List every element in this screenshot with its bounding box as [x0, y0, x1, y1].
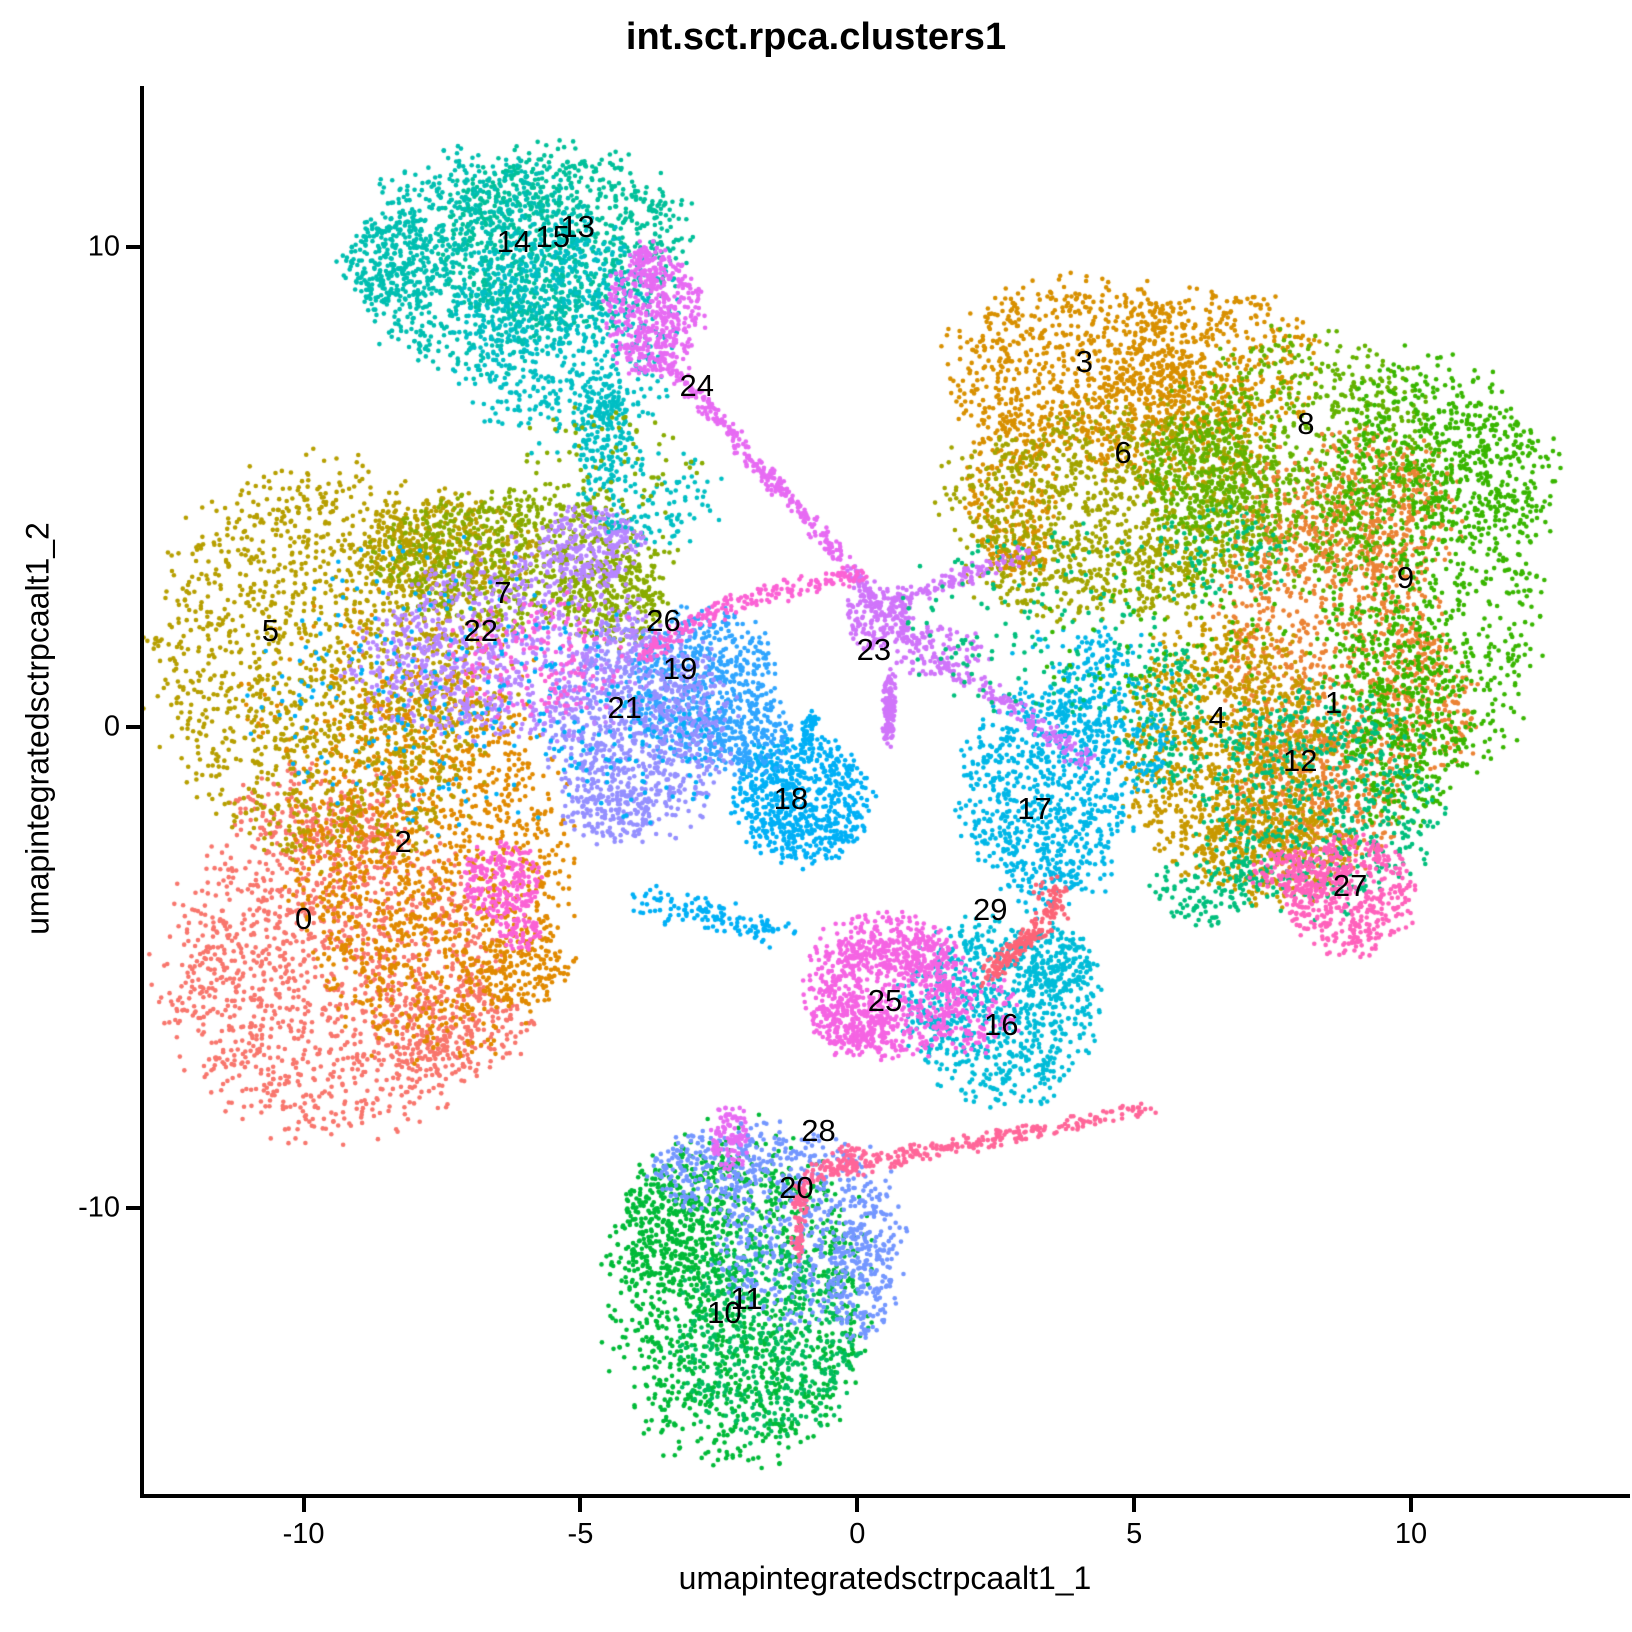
cluster-label-6: 6 — [1114, 435, 1132, 471]
cluster-label-18: 18 — [773, 781, 809, 817]
cluster-label-9: 9 — [1396, 560, 1415, 596]
y-tick-label: -10 — [78, 1191, 120, 1224]
y-axis-title: umapintegratedsctrpcaalt1_2 — [19, 522, 56, 935]
cluster-label-14: 14 — [496, 223, 532, 259]
y-tick-mark — [126, 1205, 140, 1210]
y-axis-line — [140, 86, 144, 1498]
x-tick-label: -5 — [567, 1518, 594, 1550]
cluster-label-0: 0 — [294, 901, 313, 937]
cluster-label-15: 15 — [535, 218, 570, 254]
cluster-label-22: 22 — [463, 613, 499, 649]
cluster-label-13: 13 — [560, 209, 595, 245]
plot-panel: 0 1 2 3 4 5 6 7 8 9 10 11 12 13 14 15 16 17 18 19 20 21 22 23 24… — [143, 88, 1627, 1496]
x-axis-line — [140, 1494, 1630, 1498]
cluster-label-7: 7 — [494, 574, 512, 610]
cluster-label-19: 19 — [662, 651, 698, 687]
x-axis-title: umapintegratedsctrpcaalt1_1 — [678, 1560, 1092, 1596]
x-tick-label: -10 — [282, 1518, 325, 1550]
x-tick-mark — [855, 1498, 860, 1512]
y-tick-mark — [126, 725, 140, 730]
x-tick-label: 0 — [849, 1518, 866, 1550]
cluster-label-8: 8 — [1297, 406, 1315, 442]
x-tick-mark — [578, 1498, 583, 1512]
cluster-label-2: 2 — [394, 824, 412, 860]
scatter-canvas — [143, 88, 1627, 1496]
cluster-label-16: 16 — [984, 1007, 1019, 1043]
cluster-label-10: 10 — [707, 1295, 742, 1331]
cluster-label-4: 4 — [1208, 699, 1226, 735]
y-tick-label: 0 — [103, 710, 120, 743]
cluster-label-5: 5 — [261, 613, 279, 649]
cluster-label-1: 1 — [1324, 685, 1343, 721]
cluster-label-17: 17 — [1017, 790, 1052, 826]
y-tick-label: 10 — [87, 230, 120, 263]
plot-title: int.sct.rpca.clusters1 — [625, 16, 1007, 58]
cluster-label-21: 21 — [607, 689, 642, 725]
y-tick-mark — [126, 244, 140, 249]
x-tick-label: 5 — [1126, 1518, 1143, 1550]
x-tick-mark — [1409, 1498, 1414, 1512]
x-tick-mark — [1132, 1498, 1137, 1512]
cluster-label-24: 24 — [679, 367, 714, 403]
cluster-label-27: 27 — [1332, 867, 1368, 903]
x-tick-label: 10 — [1394, 1518, 1428, 1550]
cluster-label-25: 25 — [867, 983, 903, 1019]
cluster-label-11: 11 — [730, 1280, 763, 1316]
cluster-label-20: 20 — [779, 1170, 814, 1206]
cluster-label-28: 28 — [801, 1112, 836, 1148]
x-tick-mark — [301, 1498, 306, 1512]
cluster-label-3: 3 — [1075, 343, 1093, 379]
cluster-label-12: 12 — [1283, 742, 1318, 778]
cluster-label-23: 23 — [856, 632, 892, 668]
cluster-label-26: 26 — [646, 603, 681, 639]
cluster-label-29: 29 — [972, 891, 1008, 927]
